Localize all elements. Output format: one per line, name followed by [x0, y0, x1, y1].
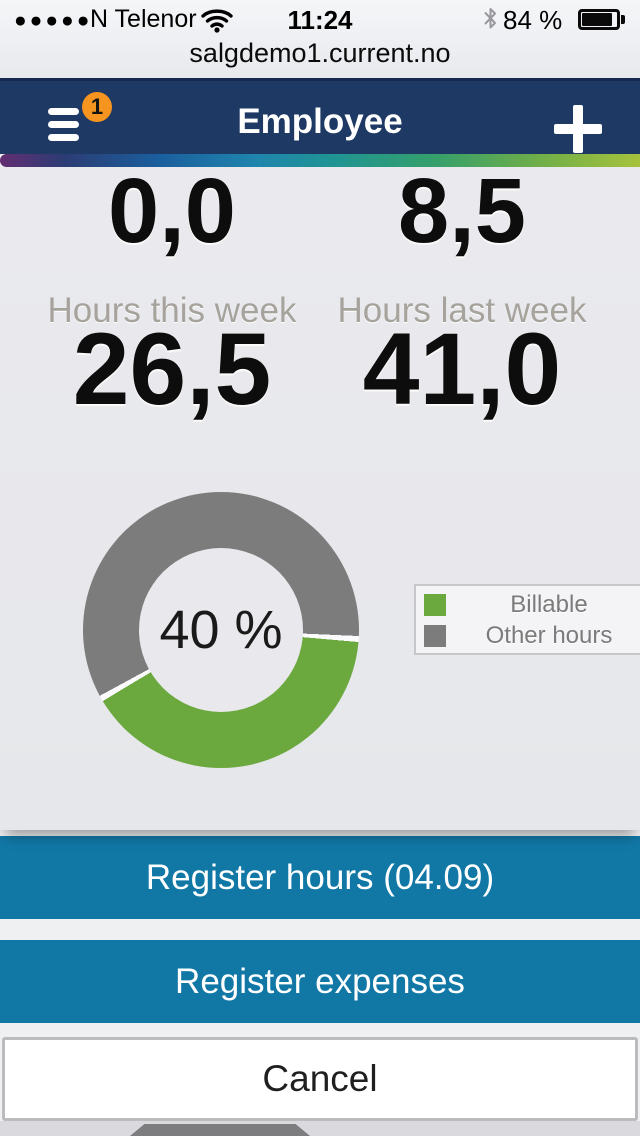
battery-icon: [578, 9, 625, 30]
legend-item-other-hours: Other hours: [416, 620, 640, 651]
status-bar: ●●●●● N Telenor 11:24 84 % salgdemo1.cur…: [0, 0, 640, 78]
bottom-strip: [0, 1121, 640, 1136]
legend-item-billable: Billable: [416, 589, 640, 620]
page-title: Employee: [237, 102, 403, 141]
background-tab-shape: [130, 1124, 310, 1136]
add-icon: [552, 103, 604, 155]
navigation-bar: 1 Employee: [0, 78, 640, 154]
action-sheet: Register hours (04.09) Register expenses…: [0, 830, 640, 1136]
stat-total-this-week: 26,5: [72, 312, 272, 426]
stat-hours-this-week: 0,0: [108, 160, 236, 262]
register-expenses-button[interactable]: Register expenses: [0, 940, 640, 1023]
donut-center-label: 40 %: [159, 600, 283, 660]
stat-label-this-week: Hours this week: [47, 291, 297, 330]
signal-strength-dots: ●●●●●: [14, 9, 93, 32]
register-hours-button[interactable]: Register hours (04.09): [0, 836, 640, 919]
chart-legend: Billable Other hours: [414, 584, 640, 655]
donut-hole: 40 %: [139, 548, 303, 712]
stat-hours-last-week: 8,5: [398, 160, 526, 262]
legend-swatch-billable: [424, 593, 446, 616]
menu-icon: [36, 97, 120, 153]
url-bar[interactable]: salgdemo1.current.no: [189, 38, 451, 68]
add-button[interactable]: [552, 103, 604, 155]
legend-label-other-hours: Other hours: [485, 621, 613, 649]
notification-badge: 1: [82, 92, 112, 122]
cancel-button[interactable]: Cancel: [2, 1037, 638, 1121]
stat-total-last-week: 41,0: [362, 312, 562, 426]
menu-button[interactable]: 1: [36, 92, 120, 153]
clock: 11:24: [287, 5, 353, 35]
donut-chart: 40 %: [83, 492, 359, 768]
legend-swatch-other-hours: [424, 624, 446, 647]
bluetooth-icon: [482, 6, 499, 36]
stat-label-last-week: Hours last week: [337, 291, 587, 330]
wifi-icon: [200, 7, 234, 38]
dashboard: 0,0 Hours this week 26,5 8,5 Hours last …: [0, 160, 640, 830]
brand-gradient-strip: [0, 154, 640, 167]
legend-label-billable: Billable: [510, 590, 588, 618]
carrier-label: N Telenor: [90, 5, 197, 33]
battery-percent: 84 %: [503, 5, 563, 35]
